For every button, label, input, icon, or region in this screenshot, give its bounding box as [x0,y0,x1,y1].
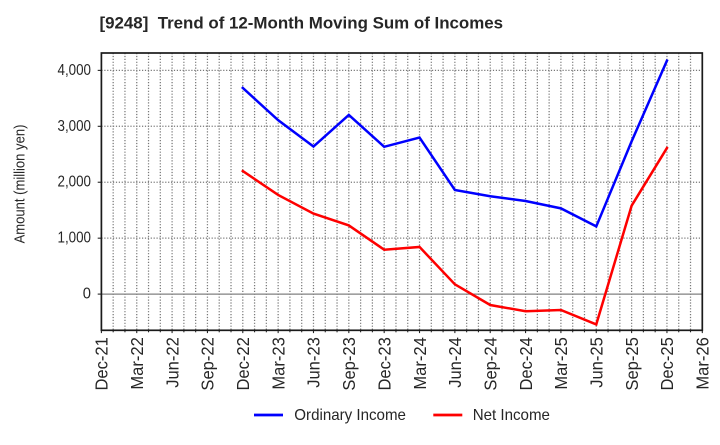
svg-text:Dec-23: Dec-23 [374,337,395,390]
svg-text:Dec-24: Dec-24 [515,337,536,391]
svg-text:[9248] Trend of 12-Month Movi: [9248] Trend of 12-Month Moving Sum of I… [100,14,504,33]
svg-text:3,000: 3,000 [58,118,92,135]
svg-text:1,000: 1,000 [58,230,92,247]
svg-text:Mar-22: Mar-22 [126,337,147,389]
svg-text:Dec-22: Dec-22 [232,337,253,390]
svg-text:Sep-24: Sep-24 [480,337,501,391]
svg-text:Amount (million yen): Amount (million yen) [12,125,28,244]
svg-text:4,000: 4,000 [58,62,92,79]
svg-text:Mar-25: Mar-25 [551,337,572,389]
svg-text:Mar-23: Mar-23 [268,337,289,389]
svg-text:Sep-22: Sep-22 [197,337,218,390]
svg-text:Ordinary Income: Ordinary Income [294,407,406,424]
svg-text:Jun-24: Jun-24 [444,337,465,388]
svg-text:Sep-23: Sep-23 [338,337,359,390]
svg-text:Jun-23: Jun-23 [303,337,324,388]
svg-text:2,000: 2,000 [58,174,92,191]
svg-text:Jun-25: Jun-25 [586,337,607,388]
svg-text:Jun-22: Jun-22 [162,337,183,388]
svg-text:Dec-25: Dec-25 [657,337,678,390]
svg-text:Mar-26: Mar-26 [692,337,713,389]
svg-text:Sep-25: Sep-25 [621,337,642,390]
svg-text:Dec-21: Dec-21 [91,337,112,390]
svg-text:0: 0 [83,286,91,303]
svg-text:Mar-24: Mar-24 [409,337,430,390]
svg-text:Net Income: Net Income [473,407,550,424]
